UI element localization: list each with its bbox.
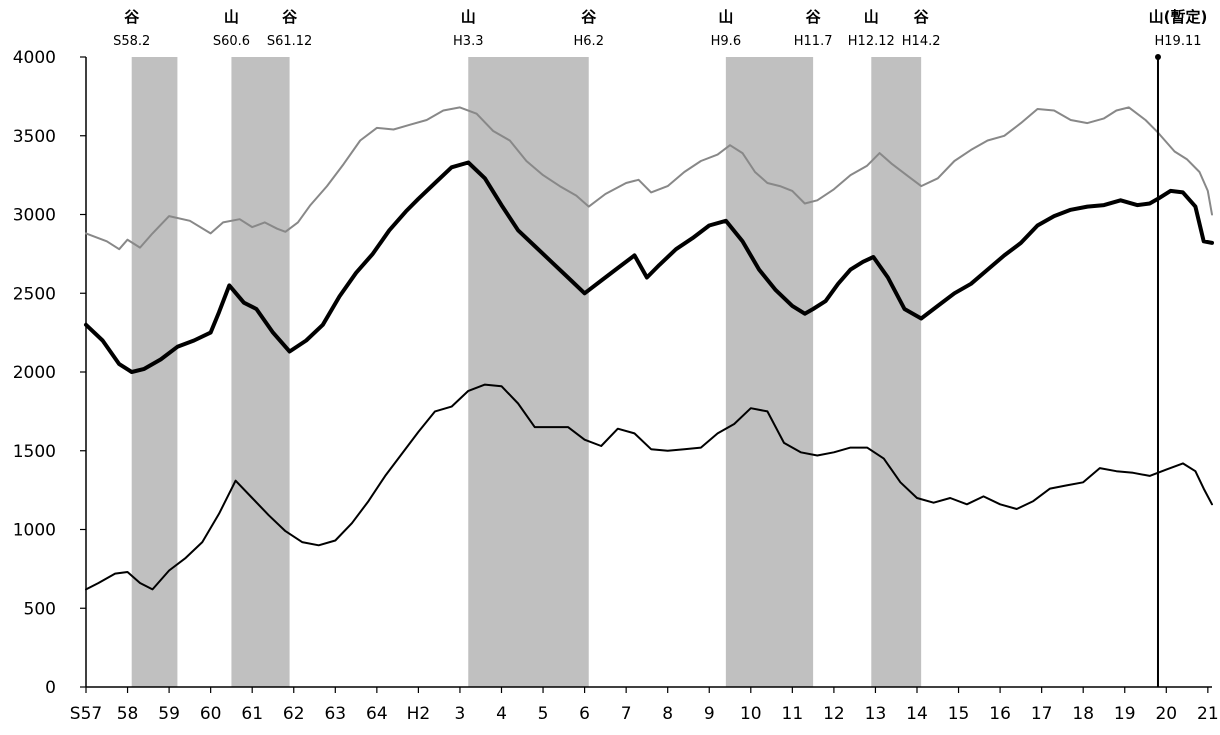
annotation-date-8: H14.2 [902,34,941,49]
x-tick-label-23: 17 [1031,704,1053,724]
annotation-kanji-8: 谷 [914,8,930,26]
series-line-2 [85,383,1213,591]
annotation-date-5: H9.6 [711,34,741,49]
cycle-annotations: 谷 S58.2 山 S60.6 谷 S61.12 山 H3.3 谷 H6.2 山 H9.6 谷 H11.7… [113,8,1207,49]
y-tick-label-2: 1000 [13,521,56,541]
x-tick-label-12: 6 [579,704,590,724]
annotation-date-4: H6.2 [574,34,604,49]
annotation-kanji-9: 山(暫定) [1149,8,1208,26]
x-tick-label-9: 3 [455,704,466,724]
annotation-kanji-1: 山 [224,8,239,26]
x-tick-label-20: 14 [906,704,928,724]
peak-marker [1154,54,1161,687]
peak-marker-dot [1154,54,1161,60]
y-tick-label-3: 1500 [13,442,56,462]
y-tick-label-1: 500 [24,599,56,619]
x-tick-label-11: 5 [538,704,549,724]
x-tick-label-6: 63 [324,704,346,724]
recession-bands [131,57,922,687]
x-tick-label-19: 13 [865,704,887,724]
y-tick-label-0: 0 [45,678,56,698]
x-tick-label-1: 58 [117,704,139,724]
annotation-date-7: H12.12 [848,34,895,49]
x-tick-label-4: 61 [241,704,263,724]
y-tick-label-5: 2500 [13,284,56,304]
annotation-kanji-3: 山 [461,8,476,26]
recession-band-4 [871,57,922,687]
x-tick-label-16: 10 [740,704,762,724]
x-tick-label-0: S57 [70,704,102,724]
x-tick-label-3: 60 [200,704,222,724]
annotation-kanji-0: 谷 [124,8,140,26]
recession-band-3 [725,57,814,687]
x-tick-label-27: 21 [1197,704,1219,724]
x-tick-labels: S57 58 59 60 61 62 63 64 H2 3 4 5 6 7 8 9 10 11 12 13 14 15 16… [70,704,1219,724]
annotation-date-3: H3.3 [453,34,483,49]
x-tick-label-13: 7 [621,704,632,724]
y-tick-label-7: 3500 [13,127,56,147]
series-line-0 [85,106,1213,251]
x-tick-label-26: 20 [1155,704,1177,724]
x-tick-label-10: 4 [496,704,507,724]
y-tick-label-8: 4000 [13,48,56,68]
annotation-kanji-2: 谷 [282,8,298,26]
annotation-date-1: S60.6 [213,34,250,49]
x-tick-label-2: 59 [158,704,180,724]
x-tick-label-17: 11 [782,704,804,724]
annotation-date-0: S58.2 [113,34,150,49]
y-tick-label-6: 3000 [13,206,56,226]
annotation-date-2: S61.12 [267,34,312,49]
x-tick-label-21: 15 [948,704,970,724]
annotation-kanji-6: 谷 [806,8,822,26]
recession-band-1 [231,57,290,687]
annotation-kanji-7: 山 [864,8,879,26]
x-tick-label-8: H2 [407,704,431,724]
series-line-1 [84,160,1214,374]
series-lines [84,106,1214,591]
x-tick-label-5: 62 [283,704,305,724]
annotation-kanji-5: 山 [718,8,733,26]
x-tick-label-14: 8 [662,704,673,724]
annotation-date-6: H11.7 [794,34,833,49]
recession-band-2 [468,57,589,687]
x-tick-label-25: 19 [1114,704,1136,724]
axes [80,56,1212,693]
annotation-kanji-4: 谷 [581,8,597,26]
x-tick-label-15: 9 [704,704,715,724]
y-tick-labels: 0 500 1000 1500 2000 2500 3000 3500 4000 [13,48,56,698]
x-tick-label-18: 12 [823,704,845,724]
x-tick-label-7: 64 [366,704,388,724]
x-tick-label-24: 18 [1072,704,1094,724]
annotation-date-9: H19.11 [1155,34,1202,49]
y-tick-label-4: 2000 [13,363,56,383]
x-tick-label-22: 16 [989,704,1011,724]
